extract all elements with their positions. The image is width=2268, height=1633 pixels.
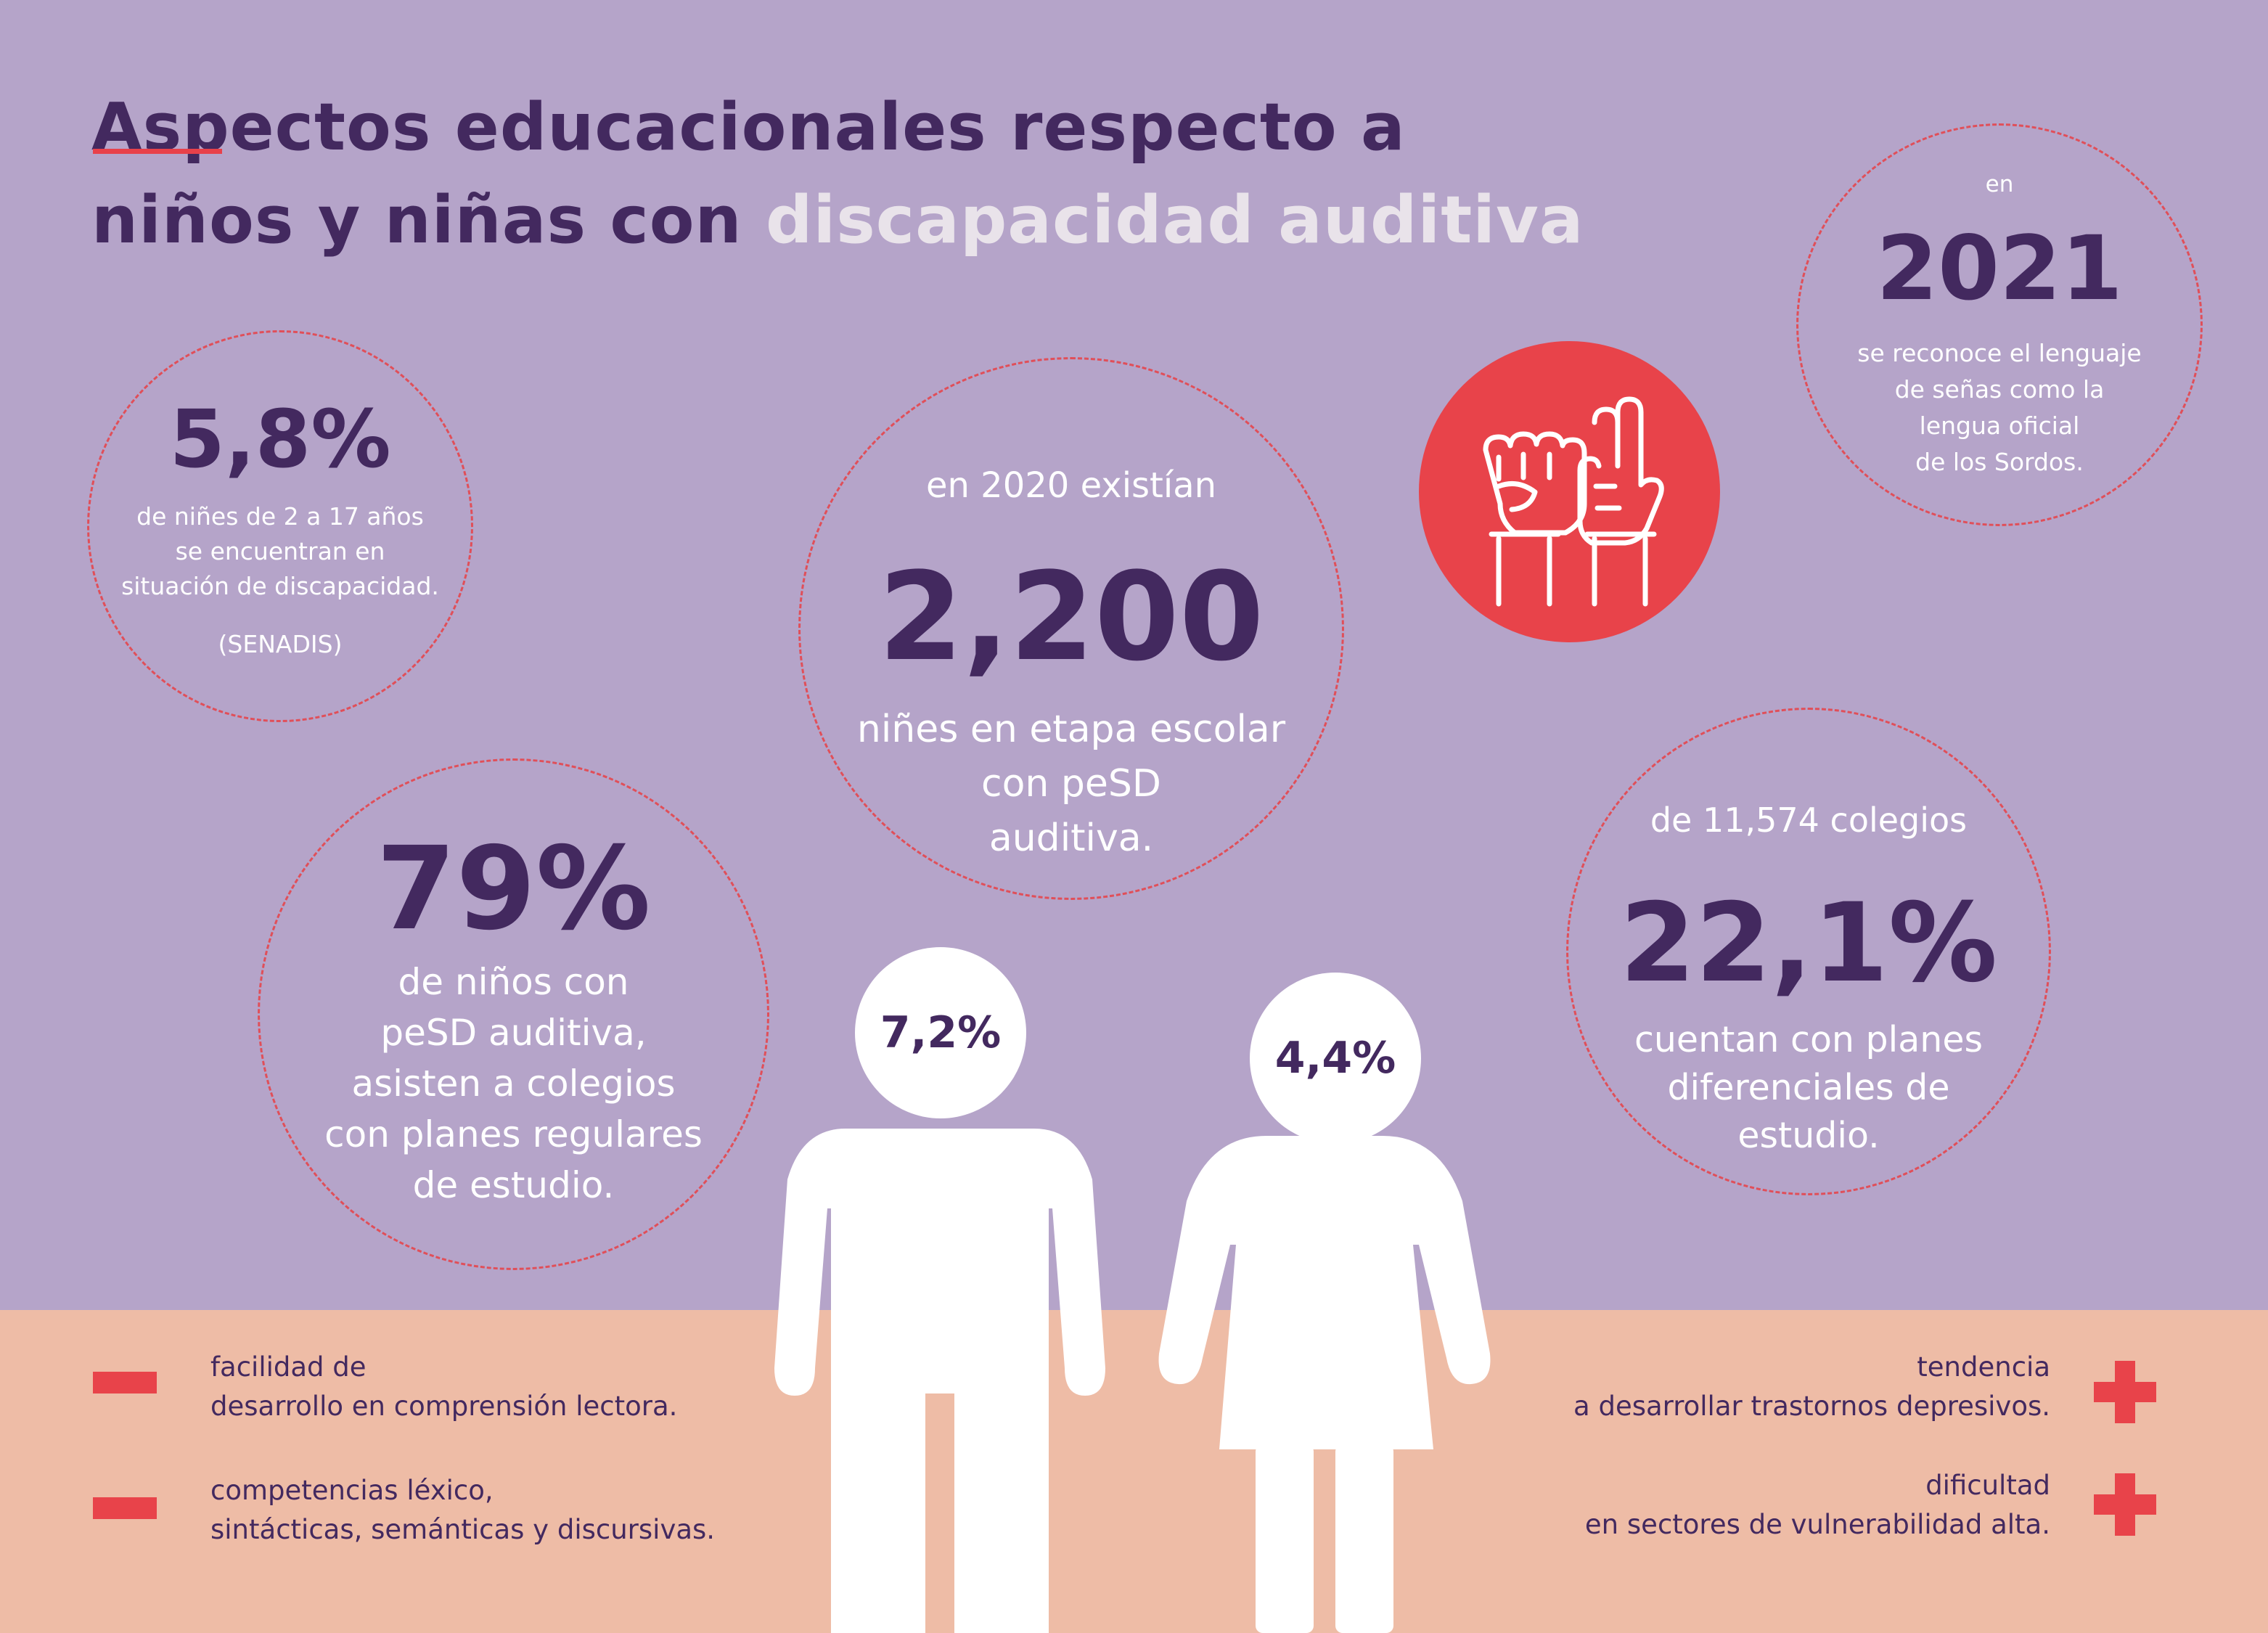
stat-2200-line2: con peSD <box>981 762 1161 806</box>
plus-item-2-line1: dificultad <box>1925 1470 2050 1501</box>
stat-22-1-line2: diferenciales de <box>1667 1067 1950 1108</box>
minus-item-1-line1: facilidad de <box>210 1351 367 1383</box>
stat-22-1-value: 22,1% <box>1619 880 1998 1007</box>
bottom-band <box>0 1310 2268 1633</box>
page-title: Aspectos educacionales respecto a niños … <box>91 81 1616 267</box>
stat-22-1-line1: cuentan con planes <box>1634 1019 1984 1060</box>
stat-circle-22-1 <box>1566 708 2051 1195</box>
stat-79-line2: peSD auditiva, <box>380 1012 647 1054</box>
stat-2021-line3: lengua oficial <box>1919 412 2080 440</box>
plus-item-1-line2: a desarrollar trastornos depresivos. <box>1573 1391 2050 1422</box>
stat-2200-intro: en 2020 existían <box>925 465 1217 506</box>
stat-2200-line3: auditiva. <box>988 816 1154 860</box>
boy-head <box>855 947 1026 1118</box>
boy-figure-icon <box>774 1129 1105 1633</box>
stat-22-1-line3: estudio. <box>1737 1115 1880 1156</box>
title-underline <box>93 149 222 154</box>
girl-figure-icon <box>1158 1136 1491 1633</box>
stat-5-8-line3: situación de discapacidad. <box>121 572 439 600</box>
minus-item-2: competencias léxico, sintácticas, semánt… <box>210 1471 791 1550</box>
stat-79-line1: de niños con <box>398 961 629 1003</box>
boy-percentage: 7,2% <box>880 1007 1002 1058</box>
minus-item-1-line2: desarrollo en comprensión lectora. <box>210 1391 678 1422</box>
stat-79-line3: asisten a colegios <box>351 1063 676 1105</box>
stat-2021-line2: de señas como la <box>1894 375 2105 404</box>
sign-language-circle <box>1419 341 1720 642</box>
stat-circle-2200 <box>798 357 1344 900</box>
minus-item-1: facilidad de desarrollo en comprensión l… <box>210 1348 791 1426</box>
stat-22-1-intro: de 11,574 colegios <box>1650 801 1968 840</box>
stat-5-8-source: (SENADIS) <box>218 630 343 658</box>
stat-2021-line1: se reconoce el lenguaje <box>1857 339 2142 367</box>
raised-hands-sign-language-icon <box>1483 396 1664 607</box>
stat-5-8-line1: de niñes de 2 a 17 años <box>136 502 424 531</box>
stat-2021-line4: de los Sordos. <box>1915 448 2084 476</box>
minus-icon <box>93 1372 157 1393</box>
title-highlight: discapacidad auditiva <box>765 182 1584 258</box>
plus-icon <box>2094 1473 2156 1536</box>
plus-item-1-line1: tendencia <box>1917 1351 2050 1383</box>
plus-item-1: tendencia a desarrollar trastornos depre… <box>1452 1348 2050 1426</box>
girl-percentage: 4,4% <box>1274 1033 1396 1084</box>
girl-head <box>1250 973 1421 1144</box>
title-part1: Aspectos educacionales respecto a niños … <box>91 89 1406 258</box>
minus-item-2-line2: sintácticas, semánticas y discursivas. <box>210 1514 716 1545</box>
stat-circle-79 <box>258 758 769 1270</box>
stat-2021-intro: en <box>1985 171 2014 197</box>
minus-item-2-line1: competencias léxico, <box>210 1475 494 1506</box>
stat-5-8-line2: se encuentran en <box>175 537 385 565</box>
plus-icon <box>2094 1361 2156 1423</box>
minus-icon <box>93 1497 157 1519</box>
stat-79-line5: de estudio. <box>412 1164 615 1206</box>
stat-2200-line1: niñes en etapa escolar <box>856 708 1286 751</box>
plus-item-2: dificultad en sectores de vulnerabilidad… <box>1452 1466 2050 1544</box>
stat-79-line4: con planes regulares <box>324 1113 703 1155</box>
stat-circle-5-8 <box>87 330 473 722</box>
stat-2200-value: 2,200 <box>878 546 1264 688</box>
stat-circle-2021 <box>1796 123 2203 526</box>
stat-5-8-value: 5,8% <box>169 393 391 486</box>
stat-2021-value: 2021 <box>1876 217 2123 320</box>
stat-79-value: 79% <box>376 822 651 956</box>
plus-item-2-line2: en sectores de vulnerabilidad alta. <box>1584 1509 2050 1540</box>
